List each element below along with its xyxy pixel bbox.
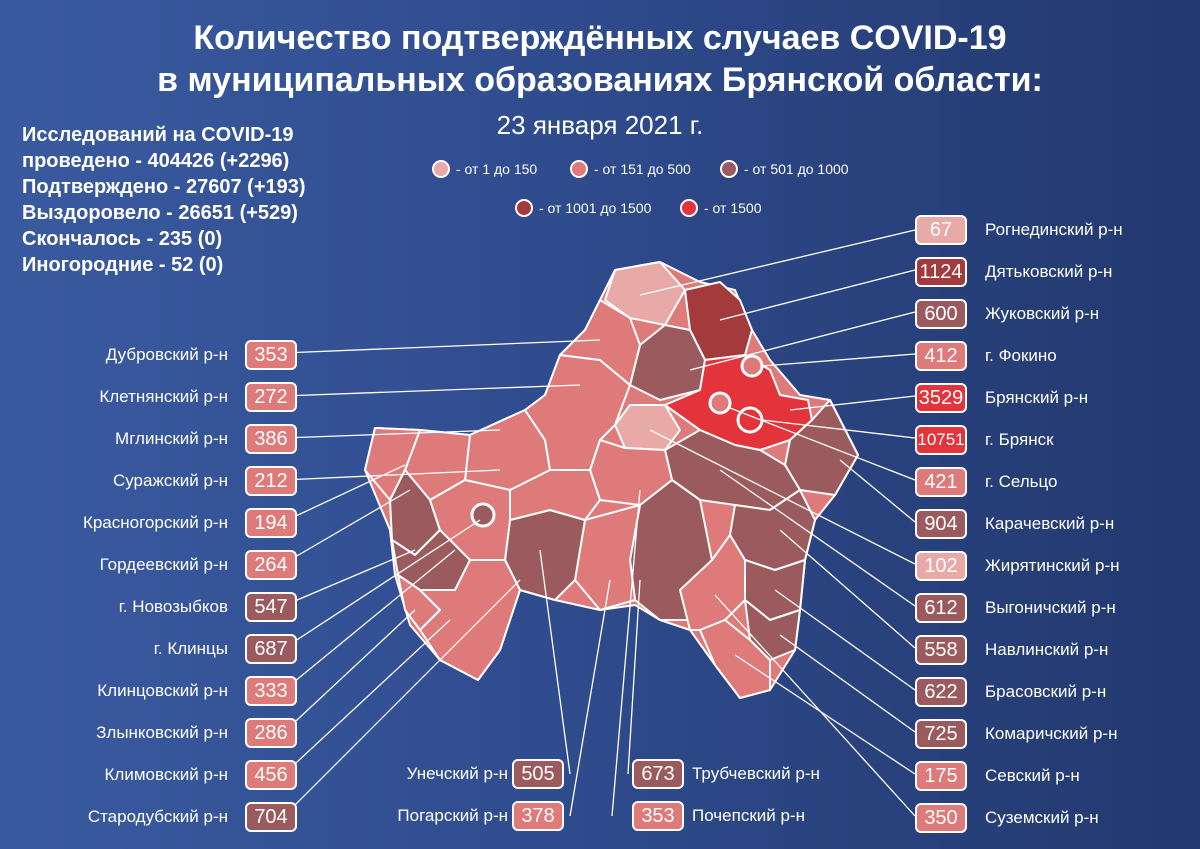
city-marker-seltso: [708, 391, 732, 415]
district-label: Севский р-н: [985, 766, 1080, 785]
case-count-badge: 102: [915, 551, 967, 581]
stats-line: Выздоровело - 26651 (+529): [22, 202, 298, 224]
legend-swatch: [720, 160, 738, 178]
title-line-1: Количество подтверждённых случаев COVID-…: [193, 19, 1007, 57]
case-count-badge: 687: [245, 634, 297, 664]
city-marker-klintsy: [470, 502, 496, 528]
case-count-badge: 67: [915, 215, 967, 245]
case-count-badge: 421: [915, 467, 967, 497]
legend-swatch: [570, 160, 588, 178]
case-count-badge: 600: [915, 299, 967, 329]
case-count-badge: 505: [512, 759, 564, 789]
case-count-badge: 904: [915, 509, 967, 539]
district-label: Суземский р-н: [985, 808, 1099, 827]
district-label: Жирятинский р-н: [985, 556, 1120, 575]
case-count-badge: 264: [245, 550, 297, 580]
case-count-badge: 3529: [915, 383, 967, 413]
district-label: г. Сельцо: [985, 472, 1058, 491]
city-marker-fokino: [740, 354, 764, 378]
district-label: Клинцовский р-н: [97, 681, 228, 700]
case-count-badge: 612: [915, 593, 967, 623]
region-klimovo: [419, 559, 521, 681]
stats-line: Подтверждено - 27607 (+193): [22, 176, 306, 198]
case-count-badge: 212: [245, 466, 297, 496]
report-date: 23 января 2021 г.: [496, 110, 704, 140]
stats-line: Исследований на COVID-19: [22, 124, 294, 146]
district-label: Дубровский р-н: [105, 345, 228, 364]
district-label: Навлинский р-н: [985, 640, 1109, 659]
case-count-badge: 1124: [915, 257, 967, 287]
district-label: Климовский р-н: [104, 765, 228, 784]
stats-block: Исследований на COVID-19 проведено - 404…: [22, 122, 306, 278]
stats-line: Скончалось - 235 (0): [22, 228, 223, 250]
district-label: Выгоничский р-н: [985, 598, 1116, 617]
legend-item: - от 1001 до 1500: [515, 199, 651, 217]
district-label: Унечский р-н: [406, 764, 508, 783]
case-count-badge: 547: [245, 592, 297, 622]
case-count-badge: 456: [245, 760, 297, 790]
stats-line: проведено - 404426 (+2296): [22, 150, 290, 172]
case-count-badge: 704: [245, 802, 297, 832]
legend-item: - от 1 до 150: [432, 160, 537, 178]
district-label: Злынковский р-н: [96, 723, 228, 742]
case-count-badge: 350: [915, 803, 967, 833]
district-label: г. Брянск: [985, 430, 1054, 449]
legend-swatch: [680, 199, 698, 217]
case-count-badge: 725: [915, 719, 967, 749]
case-count-badge: 412: [915, 341, 967, 371]
district-label: Рогнединский р-н: [985, 220, 1123, 239]
city-marker-bryansk: [736, 406, 764, 434]
case-count-badge: 333: [245, 676, 297, 706]
title-line-2: в муниципальных образованиях Брянской об…: [157, 61, 1043, 99]
district-label: Трубчевский р-н: [692, 764, 820, 783]
district-label: Мглинский р-н: [115, 429, 228, 448]
case-count-badge: 558: [915, 635, 967, 665]
case-count-badge: 673: [632, 759, 684, 789]
legend-swatch: [432, 160, 450, 178]
case-count-badge: 194: [245, 508, 297, 538]
district-label: Клетнянский р-н: [99, 387, 228, 406]
district-label: Стародубский р-н: [87, 807, 228, 826]
region-dubrovka: [559, 299, 641, 386]
case-count-badge: 386: [245, 424, 297, 454]
case-count-badge: 353: [245, 340, 297, 370]
case-count-badge: 175: [915, 761, 967, 791]
district-label: Суражский р-н: [112, 471, 228, 490]
district-label: Брасовский р-н: [985, 682, 1107, 701]
case-count-badge: 286: [245, 718, 297, 748]
legend-item: - от 1500: [680, 199, 761, 217]
legend-item: - от 501 до 1000: [720, 160, 849, 178]
district-label: Дятьковский р-н: [985, 262, 1113, 281]
district-label: Карачевский р-н: [985, 514, 1115, 533]
leader-lines: [282, 229, 916, 818]
district-label: Комаричский р-н: [985, 724, 1118, 743]
district-label: г. Клинцы: [153, 639, 228, 658]
district-label: г. Фокино: [985, 346, 1057, 365]
district-label: Гордеевский р-н: [99, 555, 228, 574]
case-count-badge: 622: [915, 677, 967, 707]
district-label: Жуковский р-н: [985, 304, 1100, 323]
legend-item: - от 151 до 500: [570, 160, 691, 178]
district-label: г. Новозыбков: [118, 597, 228, 616]
district-label: Почепский р-н: [692, 806, 805, 825]
region-sevsk: [699, 619, 771, 699]
case-count-badge: 272: [245, 382, 297, 412]
case-count-badge: 10751: [915, 425, 967, 455]
district-label: Брянский р-н: [985, 388, 1089, 407]
case-count-badge: 378: [512, 801, 564, 831]
district-label: Погарский р-н: [397, 806, 508, 825]
district-label: Красногорский р-н: [82, 513, 228, 532]
stats-line: Иногородние - 52 (0): [22, 254, 224, 276]
case-count-badge: 353: [632, 801, 684, 831]
legend-swatch: [515, 199, 533, 217]
